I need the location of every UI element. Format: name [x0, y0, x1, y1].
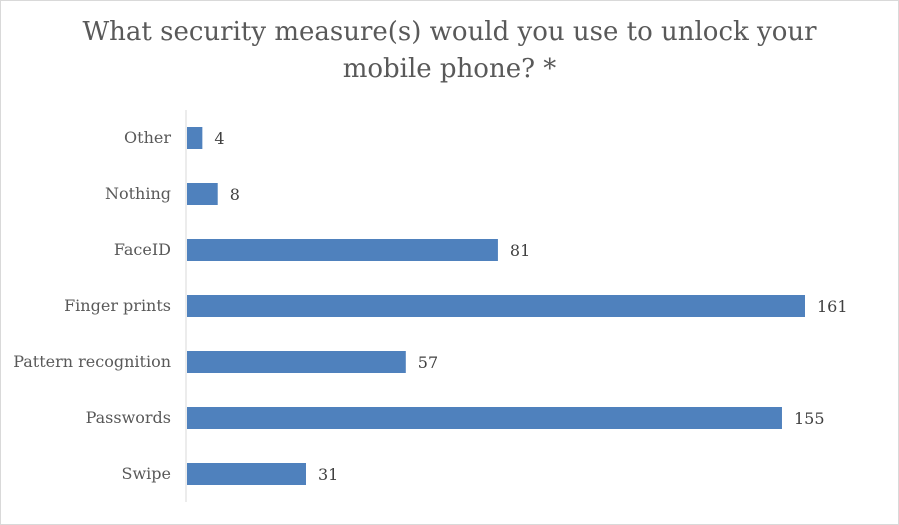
category-label: Passwords [86, 408, 171, 427]
bar-pattern-recognition [187, 351, 406, 373]
value-label: 31 [318, 465, 338, 484]
value-label: 57 [418, 353, 438, 372]
bar-other [187, 127, 203, 149]
chart-title-line-2: mobile phone? * [342, 54, 557, 84]
category-label: FaceID [114, 240, 171, 259]
bar-swipe [187, 463, 306, 485]
value-label: 81 [510, 241, 530, 260]
chart-title-line-1: What security measure(s) would you use t… [82, 17, 817, 47]
bar-finger-prints [187, 295, 805, 317]
category-label: Swipe [122, 464, 171, 483]
bar-passwords [187, 407, 782, 429]
chart-title: What security measure(s) would you use t… [0, 14, 899, 88]
value-label: 161 [817, 297, 848, 316]
category-label: Finger prints [64, 296, 171, 315]
category-label: Pattern recognition [13, 352, 171, 371]
bar-nothing [187, 183, 218, 205]
bar-faceid [187, 239, 498, 261]
category-label: Nothing [105, 184, 171, 203]
value-label: 4 [214, 129, 224, 148]
value-label: 8 [230, 185, 240, 204]
value-label: 155 [794, 409, 825, 428]
category-label: Other [124, 128, 171, 147]
